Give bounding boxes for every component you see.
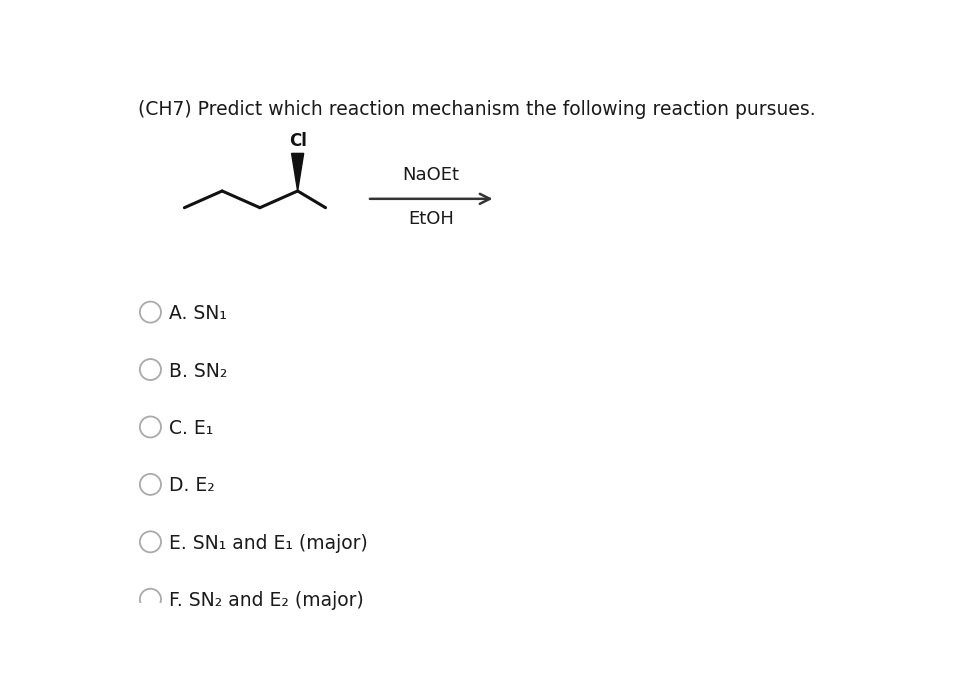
Text: NaOEt: NaOEt (402, 166, 460, 184)
Text: D. E₂: D. E₂ (169, 477, 214, 496)
Text: A. SN₁: A. SN₁ (169, 304, 226, 323)
Text: C. E₁: C. E₁ (169, 419, 212, 438)
Text: E. SN₁ and E₁ (major): E. SN₁ and E₁ (major) (169, 534, 367, 553)
Text: Cl: Cl (288, 132, 307, 151)
Text: F. SN₂ and E₂ (major): F. SN₂ and E₂ (major) (169, 591, 363, 610)
Text: B. SN₂: B. SN₂ (169, 361, 227, 380)
Text: EtOH: EtOH (408, 210, 454, 228)
Polygon shape (291, 153, 304, 191)
Text: (CH7) Predict which reaction mechanism the following reaction pursues.: (CH7) Predict which reaction mechanism t… (138, 100, 816, 119)
